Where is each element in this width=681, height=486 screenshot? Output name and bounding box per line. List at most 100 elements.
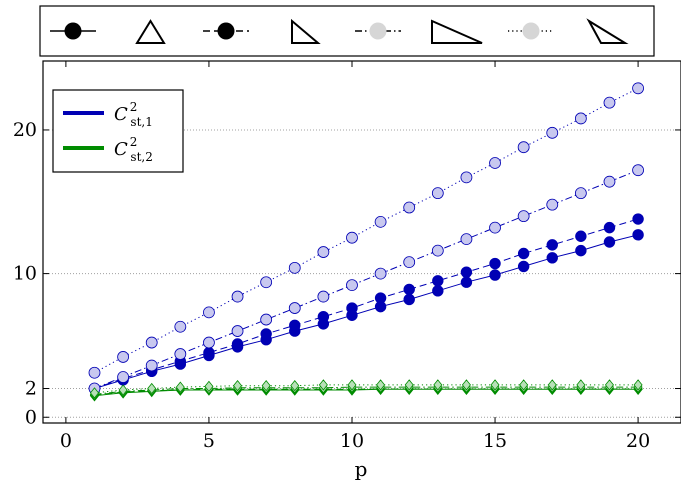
data-point: [575, 244, 587, 257]
axis-ticks: 0 2 10 20 0 5 10 15 20: [13, 61, 681, 452]
style-legend-entry: [508, 22, 554, 40]
data-point: [376, 379, 386, 391]
data-point: [403, 293, 415, 306]
data-point: [288, 302, 301, 314]
data-point: [288, 261, 301, 274]
style-legend-entry: [355, 22, 401, 40]
data-point: [546, 239, 558, 251]
data-point: [147, 382, 157, 395]
style-legend-marker: [64, 22, 82, 40]
data-point: [317, 246, 330, 258]
data-point: [460, 276, 473, 288]
data-point: [632, 229, 644, 241]
data-point: [260, 276, 273, 289]
series-legend-frame: [52, 89, 184, 173]
style-legend-triangle: [291, 18, 321, 44]
data-point: [145, 359, 158, 372]
style-legend-marker: [522, 22, 540, 40]
data-point: [489, 269, 501, 281]
style-legend-triangle: [135, 19, 166, 44]
data-point: [346, 302, 358, 314]
data-point: [203, 336, 215, 349]
y-tick-label: 10: [13, 263, 37, 285]
series-group: [88, 82, 644, 402]
legend-entry: C 2 st,1: [63, 100, 153, 129]
data-point: [317, 310, 330, 323]
data-point: [489, 221, 501, 234]
data-point: [260, 328, 272, 340]
data-point: [174, 320, 187, 333]
data-point: [517, 260, 530, 273]
data-point: [404, 379, 414, 391]
data-point: [546, 252, 558, 264]
data-point: [575, 230, 587, 242]
x-tick-label: 20: [626, 430, 650, 452]
data-point: [346, 279, 358, 291]
data-point: [318, 379, 328, 391]
legend-entry: C 2 st,2: [63, 135, 153, 164]
series-4: [88, 82, 644, 379]
data-point: [603, 221, 616, 234]
style-legend-entry: [203, 22, 249, 40]
data-point: [346, 231, 358, 244]
style-legend-entry: [586, 18, 629, 44]
series-line: [94, 87, 639, 374]
data-point: [633, 379, 643, 391]
data-point: [603, 175, 616, 188]
data-point: [89, 387, 100, 399]
data-point: [574, 112, 587, 125]
style-legend-marker: [369, 22, 387, 40]
data-point: [233, 380, 243, 392]
series-3: [88, 164, 644, 395]
data-point: [431, 187, 444, 200]
data-point: [317, 290, 330, 303]
data-point: [490, 379, 500, 391]
x-tick-label: 5: [203, 430, 215, 452]
data-point: [546, 126, 559, 139]
x-tick-label: 10: [340, 430, 364, 452]
grid-lines: [43, 129, 681, 418]
data-point: [517, 210, 530, 223]
series-line: [94, 388, 639, 396]
data-point: [576, 379, 586, 391]
data-point: [175, 381, 185, 393]
data-point: [546, 198, 559, 211]
data-point: [603, 236, 616, 248]
data-point: [517, 141, 530, 154]
data-point: [203, 346, 215, 359]
data-point: [374, 215, 387, 228]
data-point: [432, 285, 444, 297]
x-tick-label: 0: [60, 430, 72, 452]
data-point: [204, 380, 214, 393]
series-legend: C 2 st,1 C 2 st,2: [52, 89, 184, 173]
x-axis-label: p: [355, 457, 368, 481]
data-point: [604, 379, 614, 391]
data-point: [403, 283, 415, 296]
style-legend-marker: [217, 22, 235, 40]
data-point: [231, 338, 244, 350]
data-point: [460, 266, 473, 278]
data-point: [231, 290, 244, 303]
data-point: [347, 379, 357, 391]
data-point: [632, 164, 644, 177]
data-point: [460, 233, 473, 246]
y-tick-label: 0: [25, 406, 37, 428]
line-style-legend-frame: [39, 5, 655, 57]
data-point: [461, 379, 471, 391]
data-point: [118, 384, 128, 396]
series-8: [89, 379, 643, 399]
data-point: [374, 267, 387, 280]
y-tick-label: 20: [13, 119, 37, 141]
data-point: [433, 379, 443, 391]
data-point: [432, 275, 444, 287]
data-point: [374, 292, 387, 304]
style-legend-triangle: [431, 19, 483, 44]
legend-label: C 2 st,2: [114, 135, 153, 164]
data-point: [632, 82, 644, 95]
data-point: [489, 157, 501, 169]
data-point: [460, 171, 473, 184]
data-point: [117, 371, 130, 383]
data-point: [574, 187, 587, 200]
data-point: [489, 257, 501, 270]
